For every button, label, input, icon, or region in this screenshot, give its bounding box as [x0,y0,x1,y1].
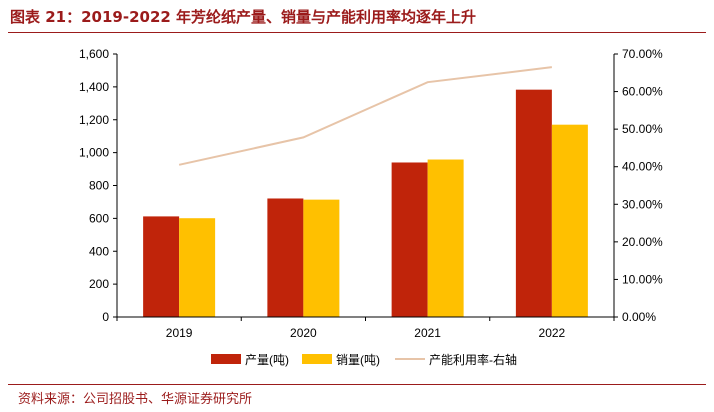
right-axis-tick-label: 0.00% [622,310,656,324]
production-bar [267,198,304,317]
production-bar [515,89,552,317]
production-bar [143,216,180,317]
line-series [178,66,552,166]
left-axis-tick-label: 1,000 [79,146,109,160]
right-axis-tick-label: 30.00% [622,197,663,211]
source-note: 资料来源：公司招股书、华源证券研究所 [18,392,253,407]
left-axis-tick-label: 800 [89,179,109,193]
production-bar [391,162,428,317]
sales-bar [303,199,340,317]
left-axis-tick-label: 200 [89,277,109,291]
legend-production-label: 产量(吨) [245,353,289,367]
legend-sales-swatch [302,354,332,364]
legend: 产量(吨) 销量(吨) 产能利用率-右轴 [211,352,517,367]
title-divider [8,32,706,33]
utilization-line [178,66,552,166]
legend-production-swatch [211,354,241,364]
sales-bar [179,218,216,317]
right-axis-tick-label: 70.00% [622,47,663,61]
chart-title: 图表 21：2019-2022 年芳纶纸产量、销量与产能利用率均逐年上升 [10,8,477,26]
x-axis-tick-label: 2022 [539,326,566,340]
x-axis: 2019 2020 2021 2022 [116,316,615,340]
right-axis-tick-label: 10.00% [622,272,663,286]
left-axis-tick-label: 1,600 [79,47,109,61]
right-axis-tick-label: 40.00% [622,160,663,174]
legend-sales-label: 销量(吨) [336,353,380,367]
bar-series [143,89,588,318]
right-axis-tick-label: 20.00% [622,235,663,249]
right-axis: 0.00% 10.00% 20.00% 30.00% 40.00% 50.00% 60.00… [613,47,663,324]
legend-utilization-label: 产能利用率-右轴 [429,352,517,367]
sales-bar [427,159,464,317]
x-axis-tick-label: 2020 [290,326,317,340]
right-axis-tick-label: 50.00% [622,122,663,136]
left-axis-tick-label: 1,400 [79,80,109,94]
left-axis-tick-label: 400 [89,244,109,258]
sales-bar [551,124,588,318]
left-axis-tick-label: 600 [89,211,109,225]
left-axis: 0 200 400 600 800 1,000 1,200 1,400 1,600 [79,47,118,324]
combo-chart: 0 200 400 600 800 1,000 1,200 1,400 1,600 0.00% 1… [79,47,663,367]
x-axis-tick-label: 2019 [166,326,193,340]
x-axis-tick-label: 2021 [414,326,441,340]
right-axis-tick-label: 60.00% [622,85,663,99]
source-divider [8,384,706,385]
left-axis-tick-label: 0 [102,310,109,324]
left-axis-tick-label: 1,200 [79,113,109,127]
